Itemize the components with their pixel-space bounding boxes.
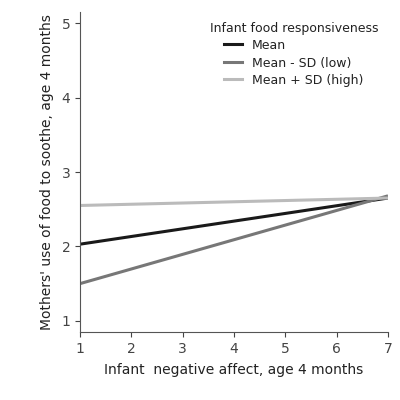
Y-axis label: Mothers' use of food to soothe, age 4 months: Mothers' use of food to soothe, age 4 mo… xyxy=(40,14,54,330)
X-axis label: Infant  negative affect, age 4 months: Infant negative affect, age 4 months xyxy=(104,363,364,377)
Legend: Mean, Mean - SD (low), Mean + SD (high): Mean, Mean - SD (low), Mean + SD (high) xyxy=(206,18,382,91)
